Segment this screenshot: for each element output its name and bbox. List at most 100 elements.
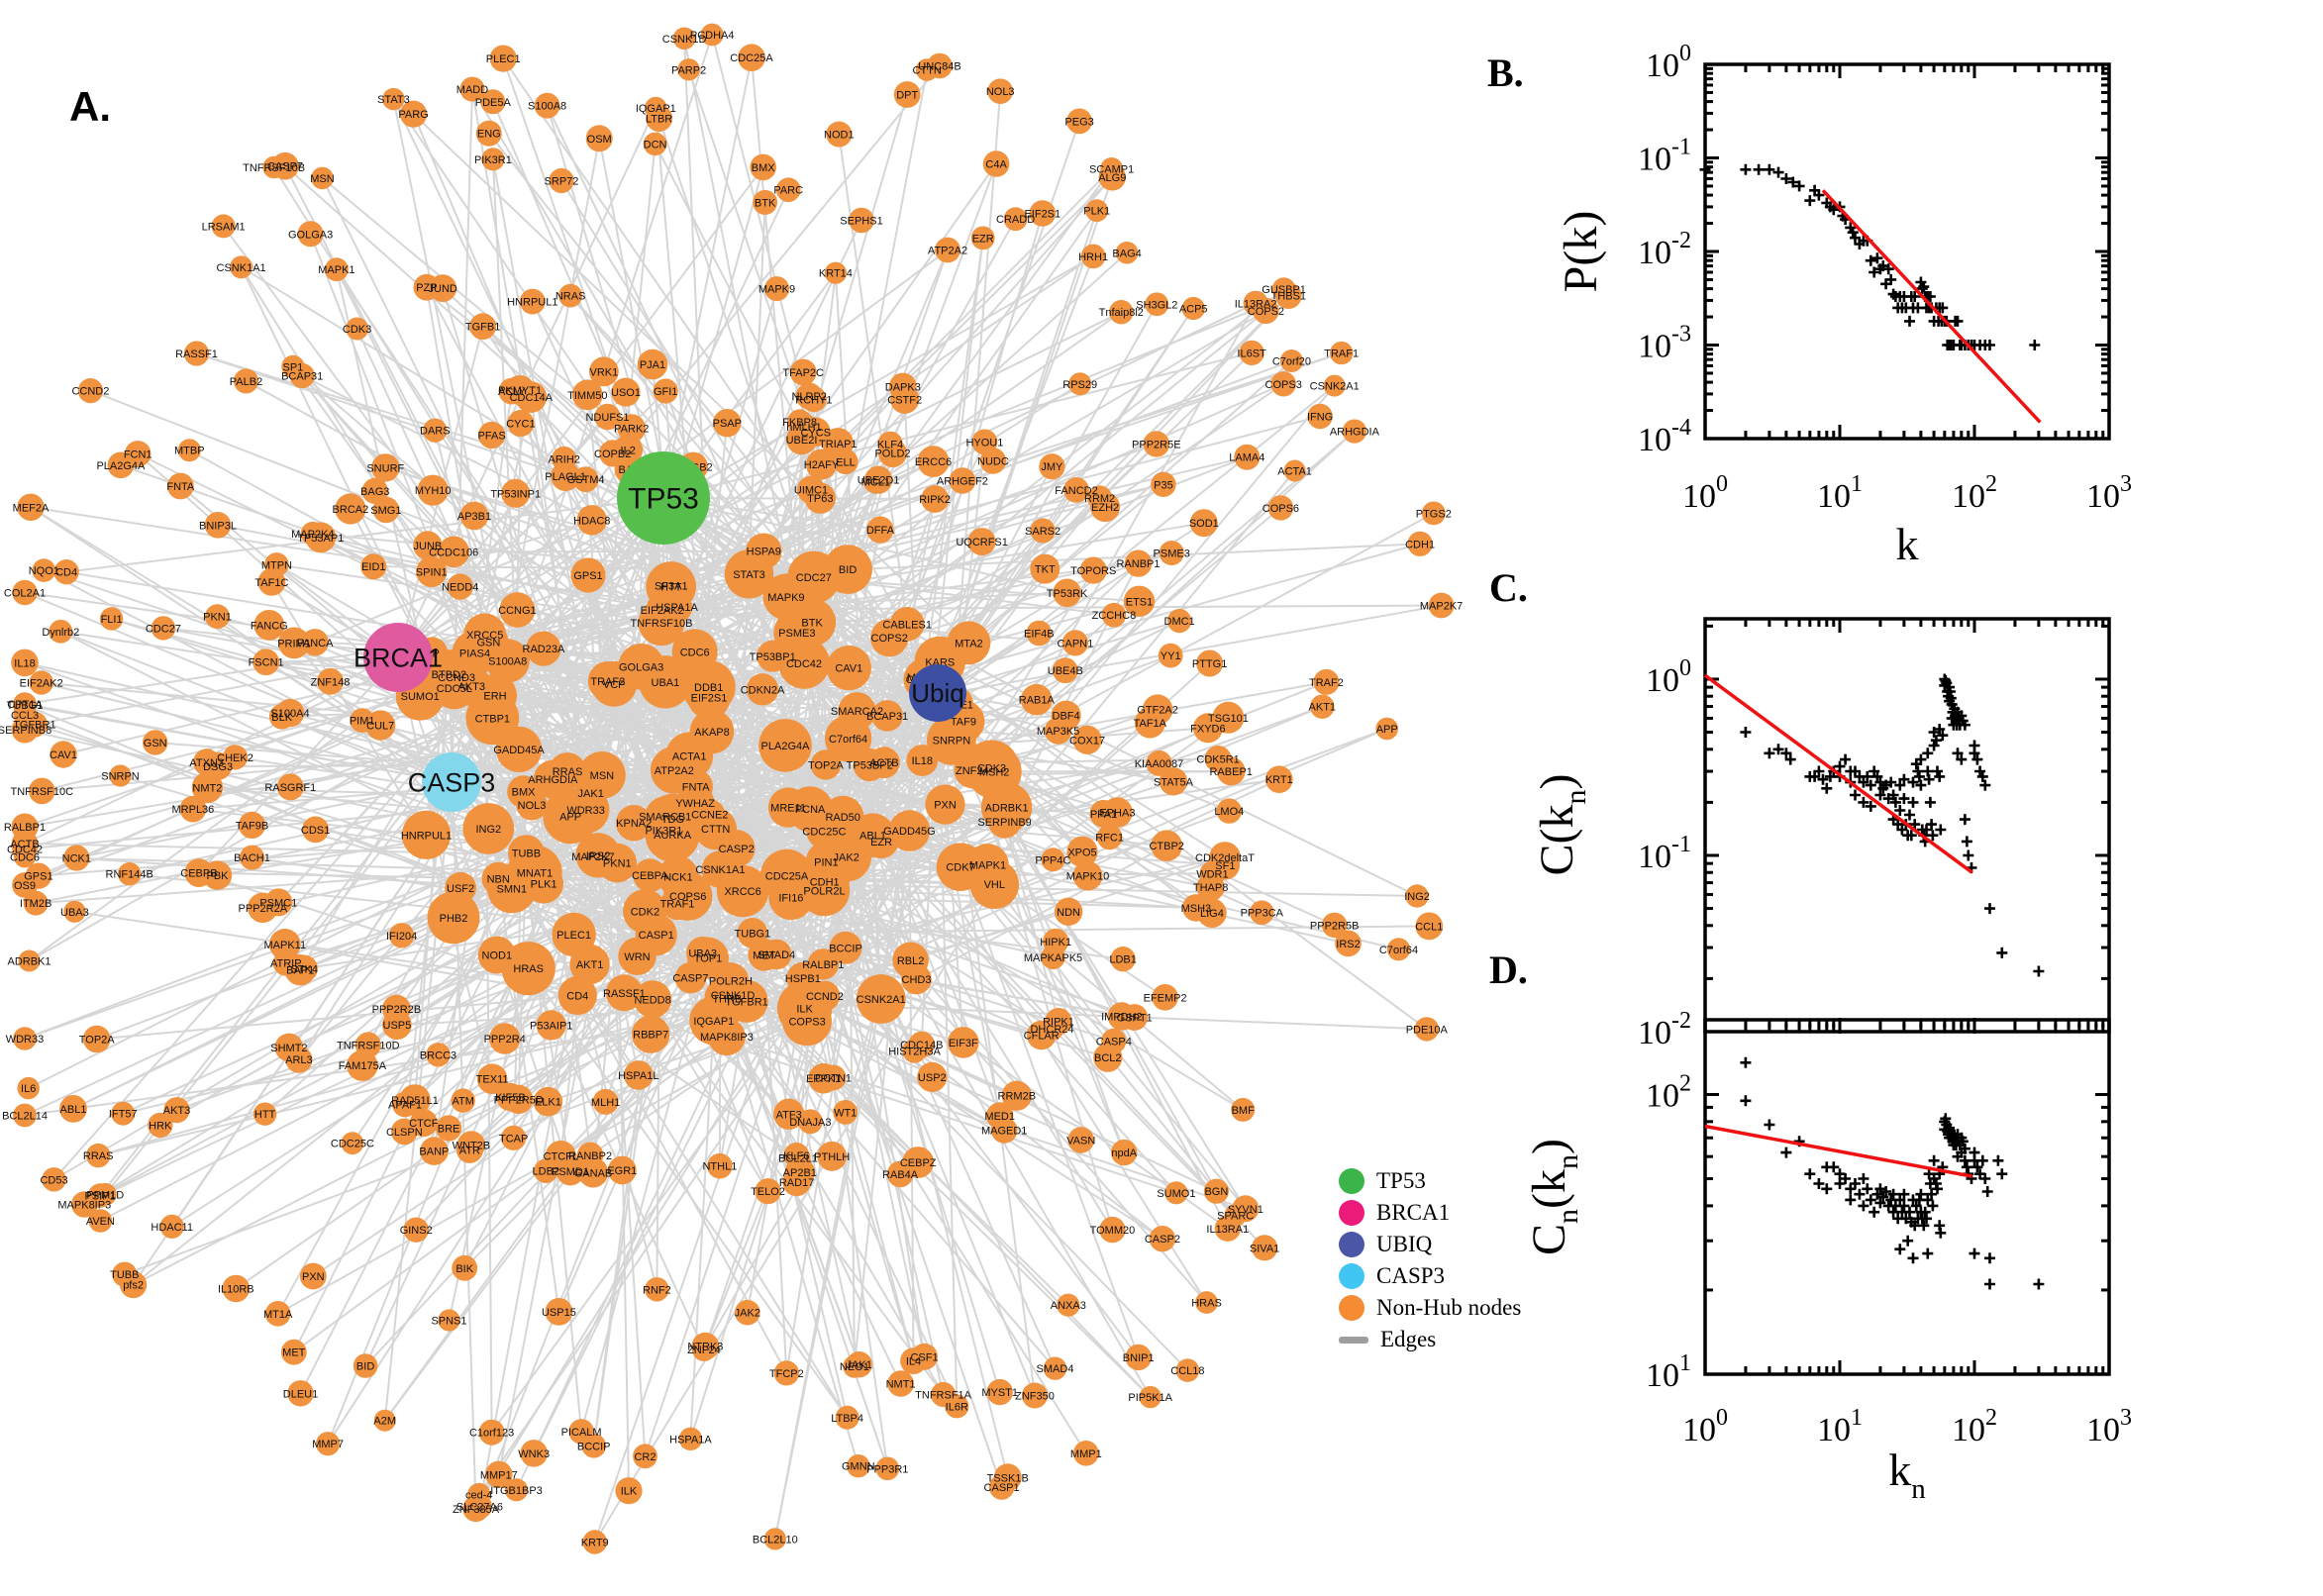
- network-node: [1167, 609, 1192, 634]
- network-node: [691, 1337, 717, 1361]
- network-node-label: TNFRSF1A: [915, 1390, 972, 1402]
- network-node-label: RCHY1: [795, 394, 832, 406]
- network-node: [634, 980, 672, 1019]
- network-node: [549, 752, 586, 791]
- network-node-label: TP53BP1: [750, 651, 796, 663]
- legend-item-label: CASP3: [1376, 1263, 1446, 1288]
- network-node: [663, 871, 713, 921]
- network-node: [519, 288, 546, 315]
- network-node: [289, 362, 315, 389]
- network-node-label: LAMA4: [1229, 452, 1264, 464]
- tick-label: 101: [1646, 1350, 1691, 1394]
- network-node: [708, 1018, 746, 1056]
- network-node-label: CDC14B: [900, 1040, 943, 1051]
- network-node: [1253, 297, 1279, 325]
- network-node-label: MCL1: [861, 477, 890, 489]
- network-node: [436, 1115, 462, 1142]
- network-node: [118, 862, 142, 886]
- network-node-label: NBN: [487, 873, 510, 885]
- network-node-label: TDG: [661, 814, 684, 826]
- network-node: [821, 795, 864, 839]
- network-node-label: GFI1: [654, 386, 677, 398]
- network-node-label: IL6R: [946, 1401, 968, 1413]
- network-node: [1021, 683, 1053, 716]
- network-node-label: CYC1: [506, 419, 535, 431]
- network-node-label: CDC25C: [331, 1139, 374, 1150]
- network-node-label: TP53AP1: [297, 533, 344, 545]
- network-node-label: JAK2: [834, 851, 859, 863]
- network-node-label: EIF2AK2: [641, 605, 684, 617]
- network-node-label: ACTA1: [1277, 466, 1312, 478]
- network-node: [222, 1274, 251, 1303]
- network-node: [947, 621, 991, 665]
- network-node-label: TNFRSF10D: [337, 1040, 400, 1051]
- network-node-label: CDC6: [10, 851, 40, 863]
- network-node: [826, 121, 853, 148]
- network-node-label: CASP4: [1096, 1036, 1132, 1047]
- network-node: [504, 1478, 529, 1502]
- network-node: [585, 125, 613, 152]
- network-node-label: PTHLH: [814, 1151, 850, 1163]
- network-node: [507, 410, 535, 437]
- network-node: [988, 1474, 1015, 1500]
- network-node: [672, 27, 696, 50]
- network-node: [890, 384, 920, 414]
- network-node: [856, 974, 906, 1024]
- network-node-label: MAPK10: [1066, 871, 1109, 883]
- panel-c-label: C.: [1489, 565, 1528, 610]
- network-node: [987, 78, 1013, 104]
- network-node: [13, 693, 37, 717]
- network-node: [400, 100, 428, 128]
- network-node: [746, 533, 782, 569]
- network-node: [1192, 713, 1223, 744]
- network-node: [757, 640, 789, 672]
- network-node-label: TFCP2: [769, 1368, 804, 1380]
- network-node: [53, 559, 79, 585]
- network-node: [906, 745, 939, 776]
- network-node: [889, 607, 925, 642]
- network-node-label: CSNK1A1: [217, 262, 266, 274]
- network-node-label: CCND2: [806, 991, 844, 1003]
- network-node-label: GSPT1: [1117, 1013, 1153, 1025]
- network-node-label: ING2: [1404, 891, 1430, 903]
- network-node: [561, 786, 610, 834]
- legend-edge-swatchedges: [1339, 1336, 1368, 1344]
- network-node-label: AVEN: [86, 1216, 115, 1228]
- legend-dot-non-hub-nodes: [1339, 1295, 1364, 1321]
- network-node: [716, 864, 769, 918]
- network-node: [163, 1097, 190, 1124]
- network-node-label: COPS2: [871, 633, 908, 645]
- network-node-label: VRK1: [590, 366, 619, 378]
- network-node-label: GINS2: [400, 1225, 433, 1237]
- network-node-label: CCL18: [1170, 1365, 1204, 1377]
- network-node: [29, 670, 53, 695]
- network-node-label: PDE10A: [1406, 1024, 1449, 1036]
- network-node: [1102, 797, 1133, 828]
- network-node-label: MTA2: [955, 638, 983, 649]
- network-node: [382, 87, 405, 111]
- network-node: [462, 803, 515, 854]
- network-node-label: JAK2: [735, 1308, 760, 1320]
- network-node-label: IFNG: [1307, 412, 1333, 424]
- network-node-label: TSSK1B: [987, 1472, 1029, 1484]
- network-node: [1022, 1382, 1048, 1409]
- network-node-label: FAM175A: [339, 1060, 387, 1072]
- network-node: [489, 1023, 521, 1054]
- network-node: [935, 237, 960, 263]
- network-node: [823, 545, 872, 594]
- network-node-label: ACTA1: [672, 750, 707, 762]
- network-node-label: YY1: [1161, 650, 1181, 662]
- network-node-label: CDC14A: [510, 392, 554, 404]
- network-node-label: PPP2R2B: [372, 1004, 422, 1016]
- network-node: [847, 1454, 870, 1478]
- network-node-label: FANCD2: [1055, 485, 1097, 497]
- network-node-label: PPA1: [1090, 809, 1117, 821]
- network-node: [71, 1191, 98, 1218]
- network-node: [179, 795, 207, 823]
- network-node-label: SYVN1: [1228, 1204, 1263, 1216]
- network-node-label: APP: [1376, 724, 1398, 736]
- network-node-label: ILK: [621, 1486, 638, 1498]
- network-node-label: MAP3K5: [1037, 726, 1079, 738]
- network-node-label: DCTN1: [815, 1072, 852, 1084]
